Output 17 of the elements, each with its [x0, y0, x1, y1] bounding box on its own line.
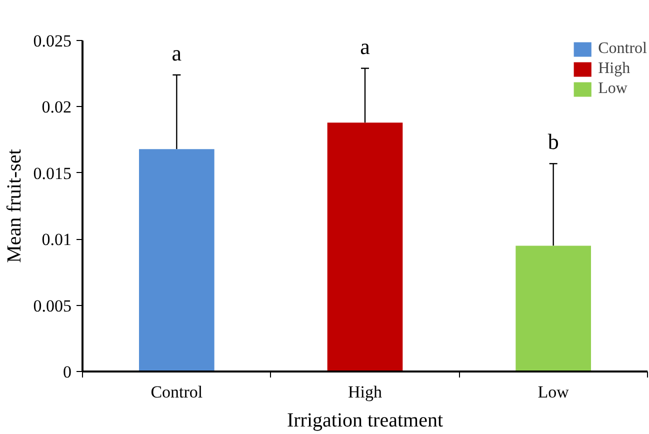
y-tick-label: 0.015 [33, 164, 72, 183]
legend-label: Low [598, 80, 628, 98]
y-tick-label: 0.01 [42, 230, 72, 250]
x-axis-title: Irrigation treatment [286, 410, 444, 432]
y-tick-label: 0.02 [42, 98, 72, 117]
y-tick-label: 0.005 [33, 296, 72, 316]
legend-label: Control [598, 40, 647, 58]
y-axis-title: Mean fruit-set [3, 148, 26, 263]
annotation: a [360, 34, 370, 59]
legend-label: High [598, 60, 630, 78]
y-tick-label: 0.025 [33, 32, 72, 50]
y-tick-label: 0 [63, 362, 72, 382]
annotation: b [548, 129, 559, 154]
x-tick-label: High [348, 382, 382, 402]
x-tick-label: Control [150, 382, 203, 402]
annotation: a [172, 40, 182, 66]
x-tick-label: Low [538, 382, 570, 402]
